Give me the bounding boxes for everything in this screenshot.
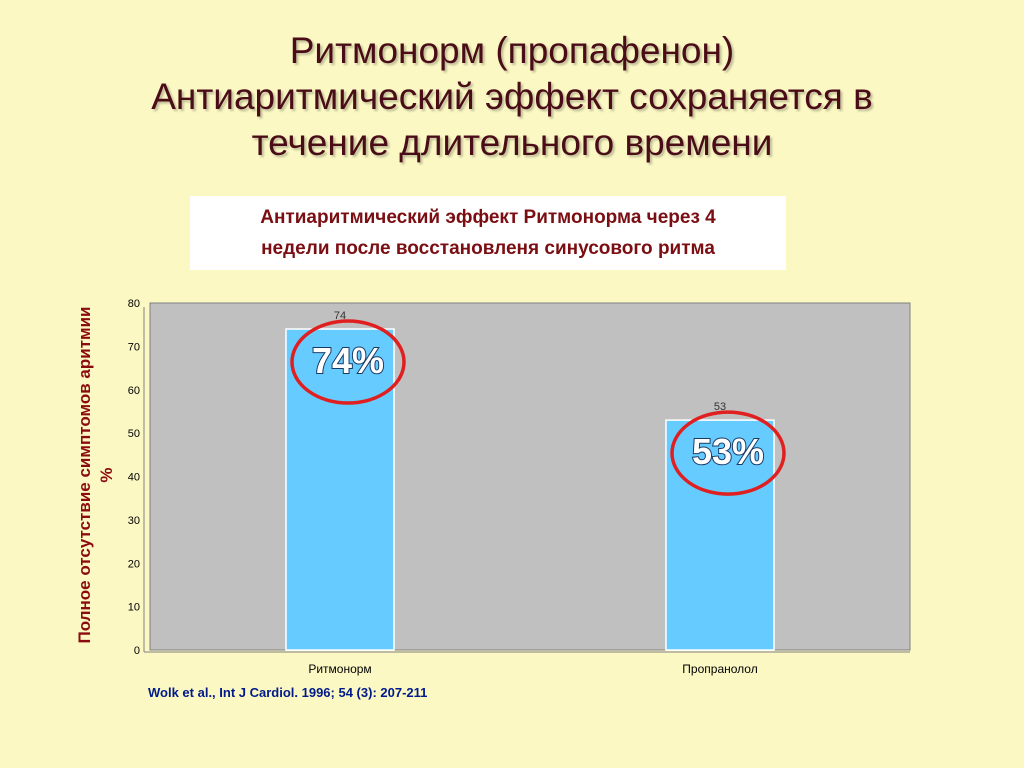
citation: Wolk et al., Int J Cardiol. 1996; 54 (3)… [148, 685, 428, 700]
highlight-percent-label: 74% [312, 340, 384, 381]
highlight-circle [670, 410, 786, 496]
chart-subtitle-box: Антиаритмический эффект Ритмонорма через… [190, 196, 786, 270]
subtitle-line-2: недели после восстановленя синусового ри… [261, 238, 715, 259]
y-tick-label: 20 [128, 558, 140, 570]
y-tick-label: 70 [128, 341, 140, 353]
title-line-1: Ритмонорм (пропафенон) [289, 30, 735, 71]
bar-chart: 0 10 20 30 40 50 60 70 80 74 74% Ритмонорм 53 53% Проп… [128, 298, 911, 676]
x-category-label: Пропранолол [682, 662, 757, 676]
y-tick-label: 40 [128, 472, 140, 484]
y-tick-label: 80 [128, 298, 140, 310]
subtitle-line-1: Антиаритмический эффект Ритмонорма через… [260, 207, 716, 228]
title-line-3: течение длительного времени [251, 122, 773, 163]
x-category-label: Ритмонорм [308, 662, 371, 676]
bar [285, 328, 395, 651]
y-tick-label: 10 [128, 602, 140, 614]
y-tick-label: 30 [128, 515, 140, 527]
slide-title: Ритмонорм (пропафенон) Антиаритмический … [0, 28, 1024, 166]
y-tick-label: 50 [128, 428, 140, 440]
data-label: 74 [334, 310, 346, 322]
title-line-2: Антиаритмический эффект сохраняется в [151, 76, 873, 117]
y-tick-label: 0 [134, 645, 140, 657]
data-label: 53 [714, 401, 726, 413]
bar [665, 419, 775, 651]
y-tick-label: 60 [128, 385, 140, 397]
highlight-circle [290, 319, 406, 405]
plot-area [149, 302, 911, 651]
highlight-percent-label: 53% [692, 431, 764, 472]
